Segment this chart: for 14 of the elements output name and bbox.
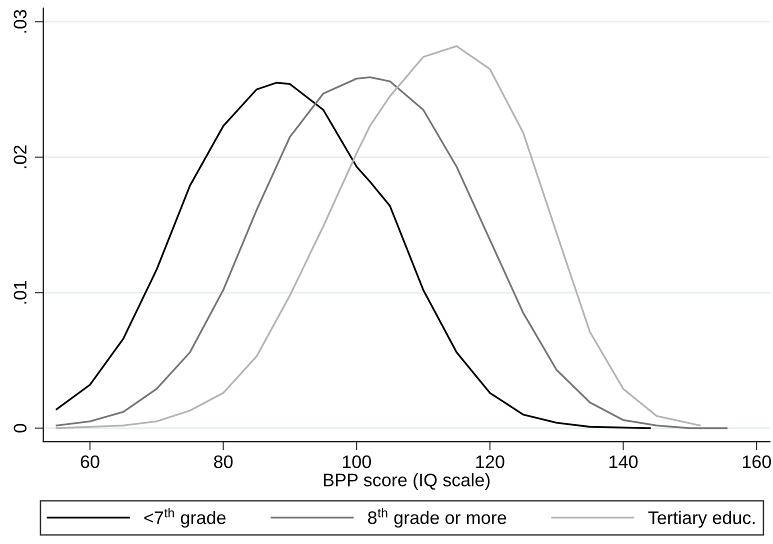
x-tick-label: 140 (610, 455, 638, 468)
y-tick-label: .03 (14, 10, 27, 33)
y-tick-label: 0 (14, 424, 27, 432)
y-tick-label: .01 (14, 281, 27, 304)
x-tick-label: 80 (214, 455, 233, 468)
x-tick-label: 60 (80, 455, 100, 468)
legend-label: Tertiary educ. (648, 510, 755, 528)
x-tick-label: 120 (476, 455, 504, 468)
x-tick-label: 160 (742, 455, 771, 468)
x-tick-label: 100 (342, 455, 371, 468)
legend-label: <7$^{th}$ grade (144, 508, 226, 528)
legend-label: 8$^{th}$ grade or more (368, 508, 506, 528)
y-tick-label: .02 (14, 146, 27, 168)
x-axis-title: BPP score (IQ scale) (324, 473, 490, 490)
